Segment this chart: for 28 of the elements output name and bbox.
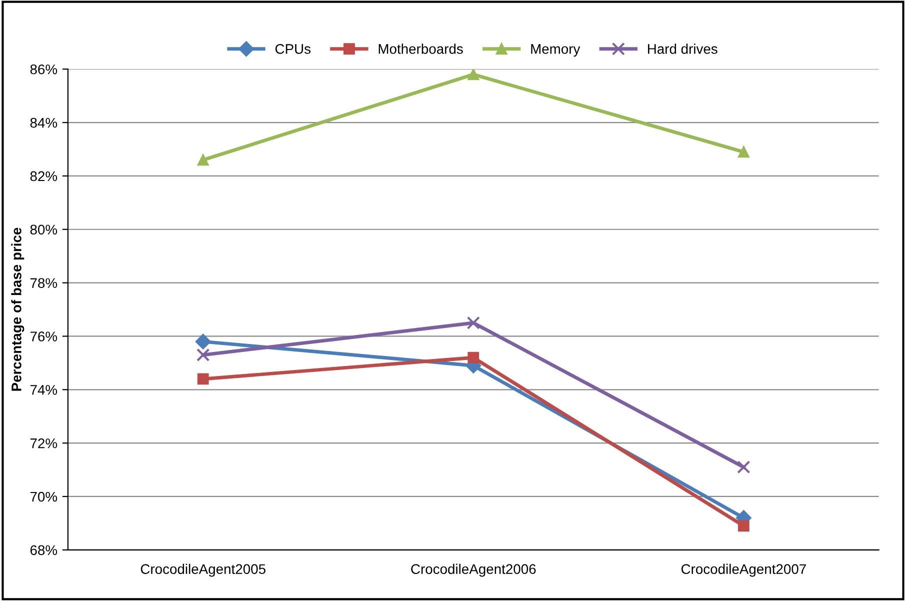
y-tick-label: 82% — [30, 171, 58, 182]
point — [196, 348, 210, 362]
point — [468, 69, 480, 80]
point — [737, 460, 750, 474]
point — [197, 373, 209, 385]
point — [195, 334, 211, 350]
legend-label: CPUs — [275, 44, 311, 54]
y-tick-label: 68% — [30, 545, 58, 556]
x-tick-label: CrocodileAgent2006 — [411, 564, 536, 577]
legend-label: Motherboards — [378, 44, 463, 54]
point — [197, 154, 209, 166]
y-tick-label: 74% — [30, 385, 58, 395]
point — [468, 352, 480, 364]
y-tick-label: 84% — [30, 118, 58, 128]
y-tick-label: 76% — [30, 332, 58, 342]
point — [466, 316, 480, 330]
y-tick-label: 70% — [30, 492, 58, 502]
y-tick-label: 80% — [30, 224, 58, 235]
y-tick-label: 78% — [30, 278, 58, 288]
legend-label: Memory — [531, 44, 580, 57]
point — [738, 146, 750, 158]
point — [738, 520, 750, 532]
x-tick-label: CrocodileAgent2007 — [681, 564, 806, 577]
x-tick-label: CrocodileAgent2005 — [140, 564, 266, 577]
y-tick-label: 86% — [30, 64, 58, 74]
y-axis-title: Percentage of base price — [11, 228, 24, 391]
legend-label: Hard drives — [648, 44, 718, 54]
y-tick-label: 72% — [30, 438, 58, 448]
